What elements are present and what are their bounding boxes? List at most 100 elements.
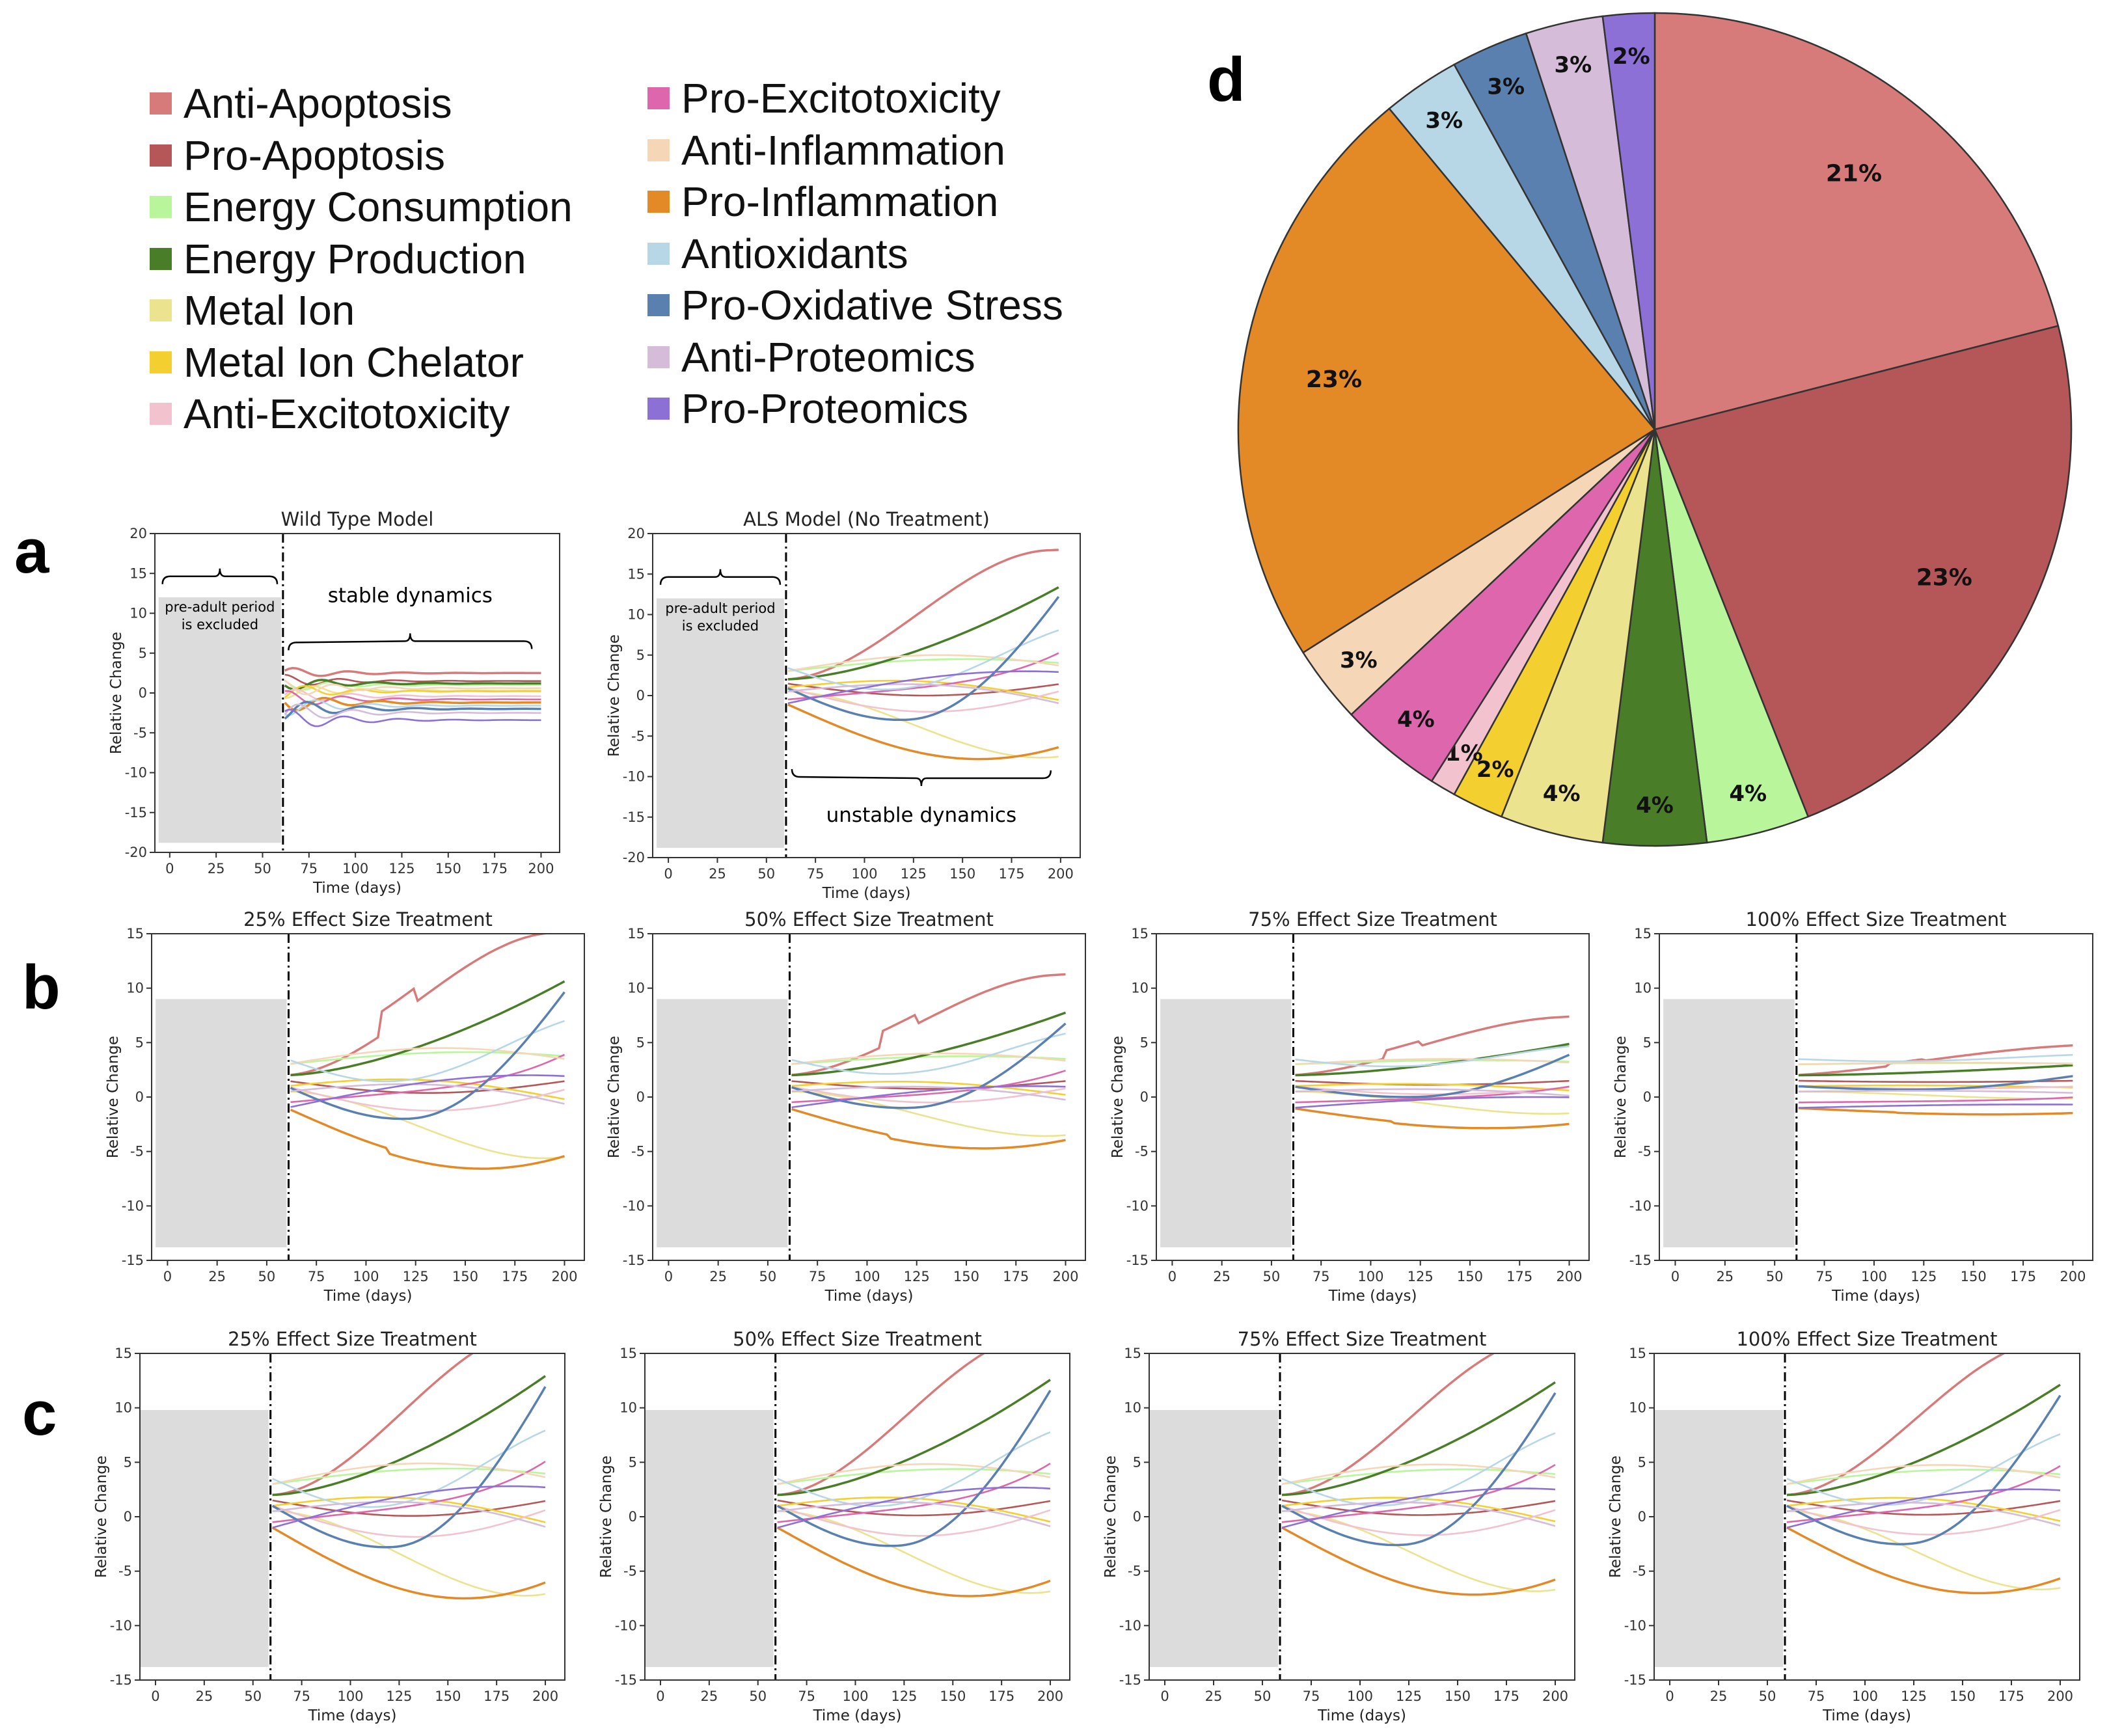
legend-item-anti-proteomics: Anti-Proteomics [647, 332, 975, 383]
y-tick-label: 0 [1140, 1089, 1149, 1105]
panel-label-c: c [22, 1379, 57, 1448]
line-chart-b1: 0 25 50 75 100 125 150 175 200 -15 -10 -5 0 5 10 15 25% … [105, 908, 585, 1305]
series-line-anti-excitotoxicity [1786, 1505, 2061, 1536]
series-line-pro-proteomics [787, 670, 1059, 705]
pie-slice-label: 2% [1476, 757, 1514, 783]
y-tick-label: 10 [1634, 981, 1652, 996]
y-tick-label: 5 [1140, 1035, 1149, 1050]
x-tick-label: 200 [551, 1269, 577, 1284]
pie-slice-label: 4% [1397, 707, 1435, 733]
line-chart-c2: 0 25 50 75 100 125 150 175 200 -15 -10 -5 0 5 10 15 50% … [598, 1328, 1070, 1724]
chart-title: 25% Effect Size Treatment [228, 1328, 477, 1350]
series-lines [787, 549, 1060, 761]
x-tick-label: 50 [244, 1689, 262, 1704]
x-tick-label: 175 [483, 1689, 510, 1704]
y-tick-label: 0 [1638, 1509, 1646, 1525]
x-tick-label: 0 [1168, 1269, 1177, 1284]
legend-label: Antioxidants [681, 230, 908, 277]
y-axis-label: Relative Change [1607, 1456, 1624, 1578]
x-tick-label: 100 [1852, 1689, 1878, 1704]
y-tick-label: 5 [139, 645, 147, 661]
y-tick-label: 10 [126, 981, 144, 996]
chart-title: 50% Effect Size Treatment [733, 1328, 982, 1350]
x-tick-label: 200 [1542, 1689, 1568, 1704]
series-line-anti-excitotoxicity [272, 1505, 546, 1538]
legend-item-metal-ion: Metal Ion [150, 285, 355, 336]
y-tick-label: 5 [1638, 1454, 1646, 1470]
x-tick-label: 50 [1766, 1269, 1784, 1284]
x-tick-label: 100 [1357, 1269, 1383, 1284]
series-line-pro-proteomics [791, 1085, 1066, 1109]
x-tick-label: 75 [807, 866, 824, 882]
series-line-anti-proteomics [787, 683, 1059, 705]
shade-annotation: pre-adult period [165, 599, 275, 615]
pie-slice-label: 23% [1916, 565, 1972, 591]
legend-label: Pro-Inflammation [681, 178, 999, 225]
x-tick-label: 175 [988, 1689, 1014, 1704]
series-line-anti-inflammation [787, 654, 1059, 672]
pie-slice-label: 3% [1487, 74, 1525, 100]
legend-item-antioxidants: Antioxidants [647, 228, 908, 279]
chart-title: 100% Effect Size Treatment [1745, 908, 2006, 930]
y-tick-label: 0 [636, 1089, 645, 1105]
legend-label: Anti-Excitotoxicity [184, 390, 510, 437]
y-tick-label: -10 [1119, 1618, 1141, 1633]
shade-annotation: is excluded [682, 618, 759, 634]
x-tick-label: 125 [1911, 1269, 1937, 1284]
series-lines [1798, 1044, 2073, 1116]
series-line-anti-apoptosis [1295, 1015, 1570, 1076]
x-tick-label: 150 [1950, 1689, 1976, 1704]
y-tick-label: 20 [627, 526, 645, 541]
series-line-anti-inflammation [791, 1052, 1066, 1065]
x-tick-label: 25 [1710, 1689, 1728, 1704]
series-line-pro-proteomics [1786, 1488, 2061, 1528]
y-tick-label: -10 [615, 1618, 637, 1633]
series-line-antioxidants [1786, 1433, 2061, 1506]
dynamics-annotation: unstable dynamics [826, 804, 1017, 827]
series-lines [1295, 1015, 1570, 1130]
x-tick-label: 50 [254, 861, 271, 876]
pie-slice-pro-inflammation [1237, 107, 1656, 654]
pie-slice-label: 4% [1636, 793, 1674, 819]
line-chart-b2: 0 25 50 75 100 125 150 175 200 -15 -10 -5 0 5 10 15 50% … [606, 908, 1086, 1305]
x-tick-label: 150 [452, 1269, 478, 1284]
x-tick-label: 25 [195, 1689, 213, 1704]
x-tick-label: 175 [502, 1269, 528, 1284]
x-tick-label: 150 [953, 1269, 979, 1284]
line-chart-c3: 0 25 50 75 100 125 150 175 200 -15 -10 -5 0 5 10 15 75% … [1102, 1328, 1575, 1724]
legend-item-pro-proteomics: Pro-Proteomics [647, 383, 968, 434]
pie-slice-label: 3% [1425, 108, 1463, 134]
series-line-anti-apoptosis [290, 934, 556, 1076]
y-tick-label: -5 [133, 725, 147, 740]
legend-swatch [150, 92, 172, 115]
series-line-pro-apoptosis [777, 1499, 1051, 1517]
series-line-anti-proteomics [290, 1083, 565, 1105]
legend-item-pro-excitotoxicity: Pro-Excitotoxicity [647, 73, 1001, 124]
series-line-anti-inflammation [1786, 1464, 2061, 1485]
x-tick-label: 150 [949, 866, 975, 882]
y-tick-label: -15 [1629, 1253, 1652, 1268]
series-line-pro-proteomics [290, 1074, 565, 1108]
series-lines [776, 1353, 1052, 1597]
pre-adult-shade [657, 598, 784, 848]
legend-swatch [647, 398, 670, 420]
y-tick-label: 0 [1133, 1509, 1141, 1525]
x-tick-label: 125 [388, 861, 415, 876]
series-line-pro-apoptosis [787, 683, 1059, 697]
y-tick-label: 5 [135, 1035, 144, 1050]
series-line-anti-apoptosis [1281, 1353, 1496, 1497]
x-tick-label: 25 [1716, 1269, 1734, 1284]
x-tick-label: 150 [1457, 1269, 1483, 1284]
x-tick-label: 100 [1347, 1689, 1373, 1704]
series-line-metal-ion-chelator [1786, 1497, 2061, 1522]
y-tick-label: -5 [1128, 1564, 1141, 1579]
series-line-energy-consumption [284, 679, 541, 691]
x-tick-label: 0 [1160, 1689, 1169, 1704]
legend-swatch [647, 139, 670, 161]
y-tick-label: 15 [126, 926, 144, 942]
y-tick-label: -5 [130, 1144, 144, 1160]
x-tick-label: 0 [664, 866, 672, 882]
pie-chart: 21%23%4%4%4%2%1%4%3%23%3%3%3% 2% [1237, 12, 2073, 847]
y-tick-label: -5 [623, 1564, 637, 1579]
x-tick-label: 100 [842, 1689, 868, 1704]
